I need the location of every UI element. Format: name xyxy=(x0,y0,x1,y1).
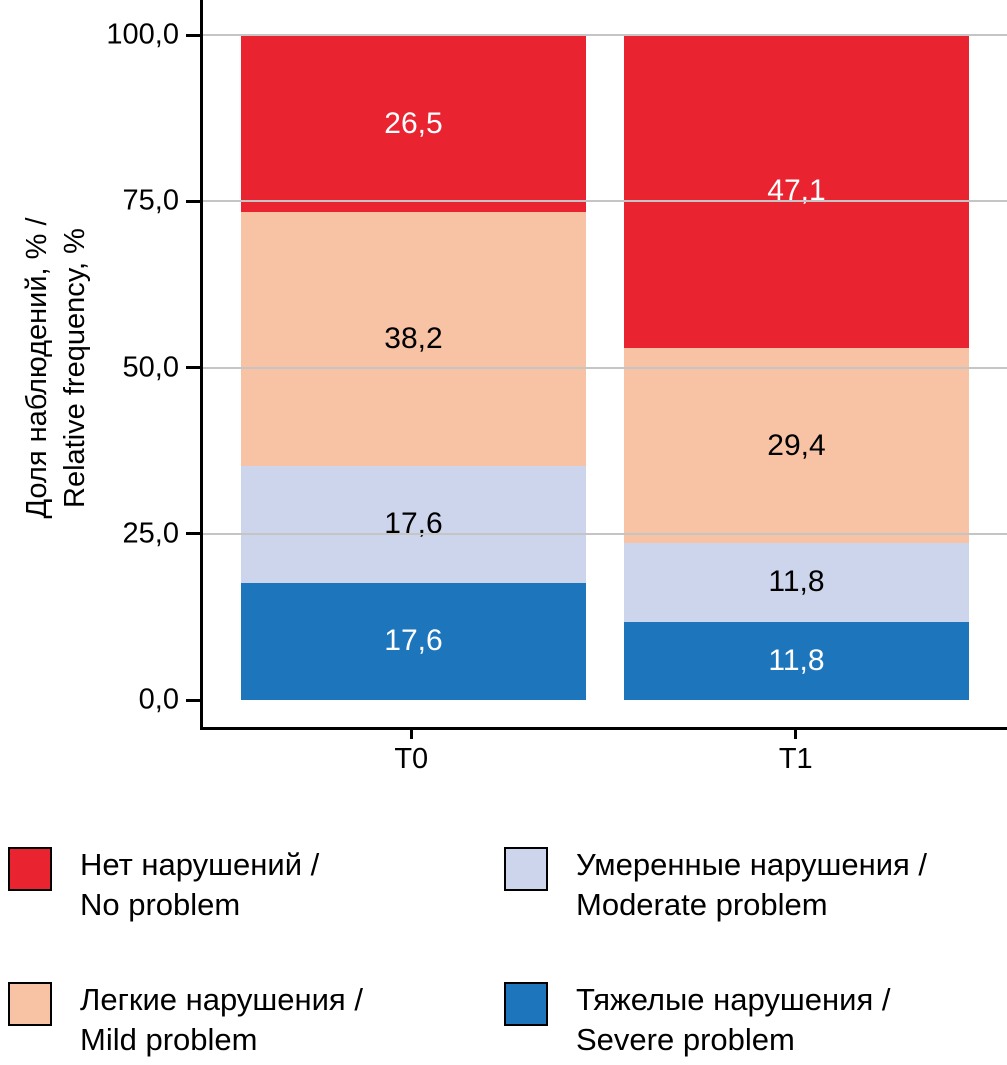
bar-segment: 26,5 xyxy=(241,35,586,212)
legend-label: Тяжелые нарушения / Severe problem xyxy=(576,982,891,1057)
y-axis: 0,0 25,0 50,0 75,0 100,0 xyxy=(0,0,200,730)
legend-swatch xyxy=(8,847,52,891)
legend-swatch xyxy=(8,982,52,1026)
gridline xyxy=(203,200,1007,203)
legend-item: Нет нарушений / No problem xyxy=(8,845,504,925)
y-tick-mark xyxy=(186,366,200,369)
y-tick-mark xyxy=(186,532,200,536)
legend-label: Легкие нарушения / Mild problem xyxy=(80,982,363,1057)
bar-segment: 29,4 xyxy=(624,347,969,544)
segment-value-label: 17,6 xyxy=(384,624,443,658)
legend-label: Нет нарушений / No problem xyxy=(80,847,320,922)
y-tick-label: 100,0 xyxy=(106,18,179,51)
x-category-T0: T0 xyxy=(238,730,585,776)
gridline xyxy=(203,532,1007,535)
y-tick-label: 75,0 xyxy=(122,184,179,217)
x-tick-label: T1 xyxy=(778,743,813,775)
legend-swatch xyxy=(504,982,548,1026)
bar-segment: 11,8 xyxy=(624,543,969,622)
plot-area: 17,6 17,6 38,2 26,5 11,8 11,8 29,4 47,1 xyxy=(200,0,1007,730)
x-category-T1: T1 xyxy=(623,730,970,776)
y-tick-label: 50,0 xyxy=(122,351,179,383)
bar-segment: 38,2 xyxy=(241,211,586,466)
segment-value-label: 11,8 xyxy=(768,565,825,599)
y-tick-mark xyxy=(186,33,200,37)
y-tick-label: 25,0 xyxy=(122,517,179,550)
bar-T0: 17,6 17,6 38,2 26,5 xyxy=(241,35,586,700)
gridline xyxy=(203,34,1007,36)
bars-container: 17,6 17,6 38,2 26,5 11,8 11,8 29,4 47,1 xyxy=(203,35,1007,700)
bar-segment: 17,6 xyxy=(241,582,586,700)
bar-segment: 47,1 xyxy=(624,35,969,348)
legend-item: Умеренные нарушения / Moderate problem xyxy=(504,845,1000,925)
bar-segment: 17,6 xyxy=(241,465,586,583)
segment-value-label: 26,5 xyxy=(384,106,443,140)
segment-value-label: 11,8 xyxy=(768,643,825,677)
gridline xyxy=(203,366,1007,369)
x-tick-mark xyxy=(409,730,413,739)
segment-value-label: 38,2 xyxy=(384,321,443,355)
y-tick-mark xyxy=(186,199,200,203)
y-tick-mark xyxy=(186,698,200,702)
legend-item: Тяжелые нарушения / Severe problem xyxy=(504,980,1000,1060)
y-tick-label: 0,0 xyxy=(138,683,179,716)
legend-label: Умеренные нарушения / Moderate problem xyxy=(576,847,928,922)
x-tick-label: T0 xyxy=(394,743,429,775)
x-tick-mark xyxy=(794,730,798,739)
legend: Нет нарушений / No problem Умеренные наруш… xyxy=(8,845,1000,1060)
x-axis: T0 T1 xyxy=(200,730,1007,776)
bar-T1: 11,8 11,8 29,4 47,1 xyxy=(624,35,969,700)
bar-segment: 11,8 xyxy=(624,621,969,700)
segment-value-label: 17,6 xyxy=(384,507,443,541)
segment-value-label: 29,4 xyxy=(767,428,826,462)
legend-item: Легкие нарушения / Mild problem xyxy=(8,980,504,1060)
segment-value-label: 47,1 xyxy=(767,174,826,208)
legend-swatch xyxy=(504,847,548,891)
